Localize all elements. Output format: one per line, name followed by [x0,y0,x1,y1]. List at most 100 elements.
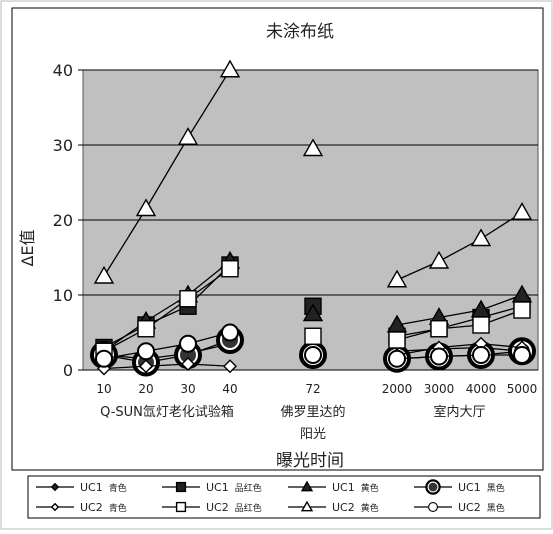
y-tick-labels: 0 10 20 30 40 [53,61,73,380]
data-point [304,327,322,345]
chart-title: 未涂布纸 [266,22,334,42]
legend-item: UC1 黑色 [414,479,505,495]
series-line [103,339,231,364]
series-line [103,363,231,370]
data-point [95,349,113,368]
data-point [175,481,187,493]
legend-label: UC1 黄色 [332,481,379,494]
data-point [388,349,406,368]
series-line [396,211,523,281]
legend: UC1 青色 UC1 品红色 UC1 黄色 UC1 黑色 UC2 青色 UC2 品红色 UC2 黄色 UC2… [27,475,541,519]
series [95,260,531,360]
series [93,59,533,288]
data-point [386,269,408,288]
legend-item: UC2 黑色 [414,501,505,514]
data-point [300,500,314,512]
x-group-label: Q-SUN氙灯老化试验箱 [100,404,234,420]
x-tick-label: 4000 [466,382,497,396]
legend-item: UC1 品红色 [162,481,262,494]
legend-item: UC1 青色 [36,481,127,494]
x-tick-label: 2000 [382,382,413,396]
series-line [396,354,522,360]
legend-item: UC1 黄色 [288,480,379,494]
data-point [221,260,239,278]
series-line [103,260,231,352]
data-point [137,320,155,338]
x-group-label: 佛罗里达的 [280,404,345,420]
data-point [93,265,115,284]
y-tick-label: 40 [53,61,73,80]
legend-label: UC2 黑色 [458,501,505,514]
x-axis-label: 曝光时间 [276,451,344,471]
series-line [103,268,231,352]
series-line [103,69,231,277]
data-point [50,482,60,492]
data-point [430,347,448,366]
data-point [135,198,157,217]
data-point [302,303,324,322]
data-point [179,334,197,353]
data-point [511,202,533,220]
y-tick-label: 20 [53,211,73,230]
data-point [219,59,241,78]
data-point [179,290,197,308]
data-point [388,331,406,349]
series-line [396,305,523,337]
data-point [139,359,153,374]
data-point [428,502,438,512]
data-point [428,250,450,269]
y-tick-label: 0 [63,361,73,380]
data-point [430,320,448,338]
legend-box [27,475,541,519]
data-point [304,346,322,364]
data-point [472,316,490,334]
data-point [300,480,314,492]
series-line [103,343,231,360]
series-line [396,294,523,326]
x-group-label: 室内大厅 [433,404,485,420]
x-tick-label: 20 [138,382,153,396]
legend-item: UC2 青色 [36,501,127,514]
data-point [221,323,239,342]
data-point [50,502,60,512]
data-point [177,127,199,145]
data-point [137,342,155,361]
x-tick-label: 30 [180,382,195,396]
legend-label: UC1 黑色 [458,481,505,494]
y-axis-label: ΔE值 [18,229,37,266]
series-line [103,331,231,360]
series-layer [90,59,536,377]
legend-label: UC1 青色 [80,481,127,494]
legend-label: UC2 青色 [80,501,127,514]
data-point [470,228,492,247]
x-group-label: 阳光 [300,427,326,442]
data-point [175,501,187,513]
data-point [181,357,195,371]
data-point-core [428,482,438,492]
x-tick-label: 3000 [424,382,455,396]
data-point [472,346,490,364]
data-point [302,138,324,157]
series-line [396,346,523,352]
x-tick-labels: 10 20 30 40 72 2000 3000 4000 5000 [96,382,537,396]
data-point [513,301,531,319]
x-tick-label: 10 [96,382,111,396]
legend-label: UC2 品红色 [206,501,262,514]
legend-label: UC1 品红色 [206,481,262,494]
x-tick-label: 5000 [507,382,538,396]
series [95,323,531,368]
data-point [223,359,237,374]
series-line [396,343,523,356]
gridlines [78,69,538,371]
y-tick-label: 10 [53,286,73,305]
data-point [513,346,531,364]
y-tick-label: 30 [53,136,73,155]
legend-label: UC2 黄色 [332,501,379,514]
series-line [396,309,523,341]
legend-item: UC2 品红色 [162,501,262,514]
x-tick-label: 40 [222,382,237,396]
legend-item: UC2 黄色 [288,500,379,514]
